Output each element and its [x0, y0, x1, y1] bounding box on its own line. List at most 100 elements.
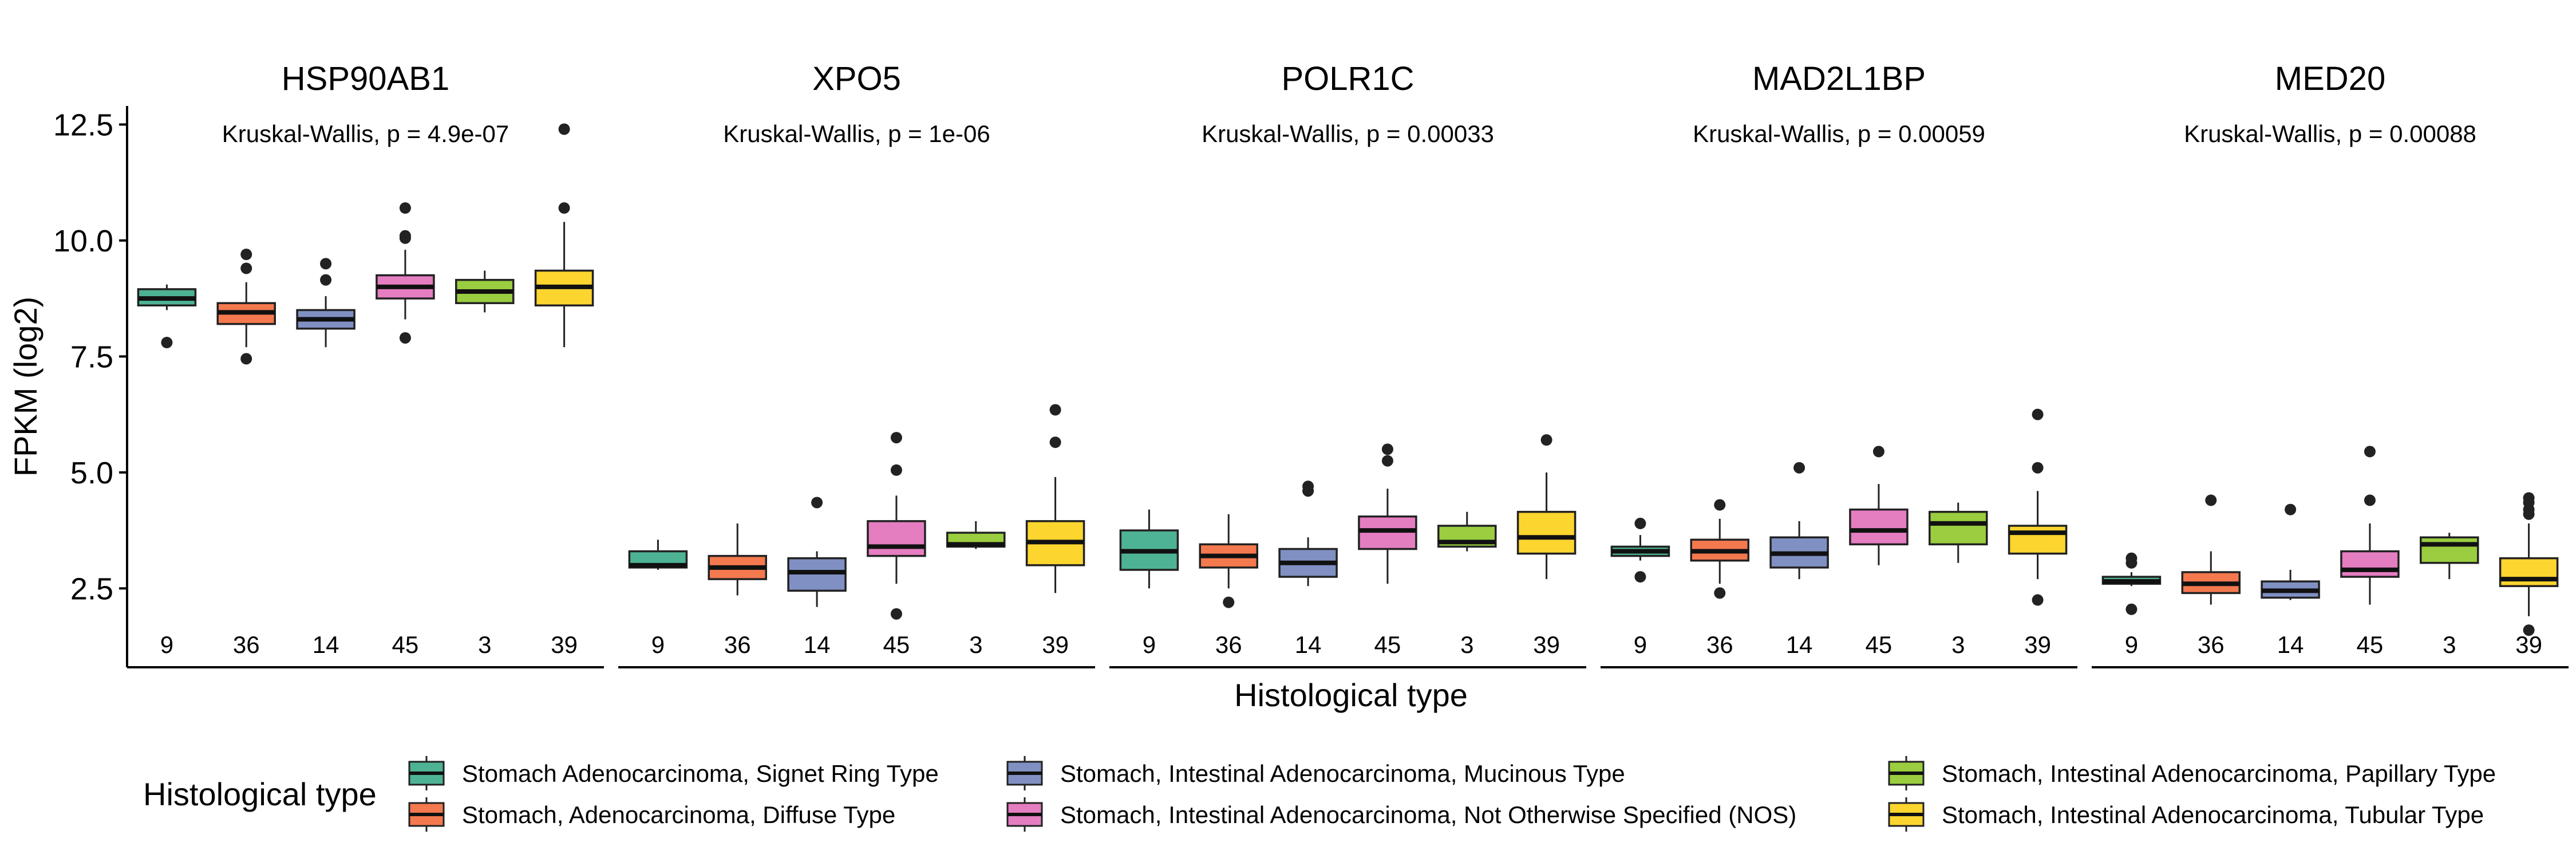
legend-label: Stomach, Intestinal Adenocarcinoma, Tubu… [1942, 801, 2484, 828]
outlier-point [2364, 494, 2376, 506]
outlier-point [1302, 485, 1314, 497]
box [2340, 550, 2400, 578]
panel-title: POLR1C [1281, 60, 1414, 97]
sample-count-label: 14 [1786, 631, 1813, 658]
panel-title: MAD2L1BP [1752, 60, 1926, 97]
outlier-point [1381, 443, 1393, 455]
sample-count-label: 3 [1951, 631, 1965, 658]
sample-count-label: 39 [551, 631, 578, 658]
legend: Histological type Stomach Adenocarcinoma,… [143, 756, 2496, 832]
legend-key [408, 756, 445, 790]
sample-count-label: 45 [1866, 631, 1893, 658]
sample-count-label: 3 [1460, 631, 1473, 658]
box [787, 557, 847, 592]
outlier-point [399, 232, 411, 244]
panel-med20: MED20 Kruskal-Wallis, p = 0.00088 9 36 14 45 3… [2092, 60, 2569, 668]
legend-label: Stomach, Intestinal Adenocarcinoma, Muci… [1060, 760, 1625, 787]
sample-count-label: 9 [651, 631, 665, 658]
outlier-point [1714, 587, 1726, 599]
outlier-point [890, 464, 902, 476]
legend-label: Stomach, Intestinal Adenocarcinoma, Papi… [1942, 760, 2496, 787]
sample-count-label: 45 [392, 631, 419, 658]
sample-count-label: 14 [313, 631, 339, 658]
outlier-point [811, 497, 823, 509]
legend-key [1888, 797, 1925, 832]
panel-title: XPO5 [812, 60, 901, 97]
outlier-point [2364, 446, 2376, 458]
panel-title: HSP90AB1 [282, 60, 449, 97]
box [1516, 510, 1577, 555]
outlier-point [1634, 517, 1646, 529]
outlier-point [2125, 557, 2138, 569]
legend-label: Stomach Adenocarcinoma, Signet Ring Type [462, 760, 939, 787]
panel-mad2l1bp: MAD2L1BP Kruskal-Wallis, p = 0.00059 9 36 14… [1601, 60, 2077, 668]
kruskal-wallis-annotation: Kruskal-Wallis, p = 0.00088 [2184, 120, 2476, 147]
outlier-point [240, 249, 252, 261]
legend-key [1006, 797, 1043, 832]
box [1849, 508, 1909, 546]
sample-count-label: 39 [2515, 631, 2542, 658]
outlier-point [399, 332, 411, 344]
box [867, 520, 926, 557]
outlier-point [1714, 499, 1726, 511]
sample-count-label: 45 [2357, 631, 2384, 658]
outlier-point [890, 608, 902, 620]
outlier-point [161, 337, 173, 349]
outlier-point [1540, 434, 1552, 446]
legend-key [1888, 756, 1925, 790]
sample-count-label: 36 [1215, 631, 1242, 658]
legend-key [1006, 756, 1043, 790]
y-tick-label: 12.5 [53, 108, 113, 142]
sample-count-label: 14 [2277, 631, 2304, 658]
panel-hsp90ab1: HSP90AB1 Kruskal-Wallis, p = 4.9e-07 9 36 14… [127, 60, 604, 668]
box [1929, 510, 1988, 546]
outlier-point [558, 123, 570, 135]
outlier-point [1049, 436, 1061, 448]
outlier-point [1872, 446, 1884, 458]
sample-count-label: 36 [233, 631, 260, 658]
sample-count-label: 45 [883, 631, 910, 658]
box [1358, 515, 1417, 550]
kruskal-wallis-annotation: Kruskal-Wallis, p = 0.00059 [1693, 120, 1985, 147]
outlier-point [2125, 603, 2138, 615]
sample-count-label: 9 [1143, 631, 1156, 658]
legend-label: Stomach, Adenocarcinoma, Diffuse Type [462, 801, 895, 828]
panel-title: MED20 [2275, 60, 2385, 97]
sample-count-label: 39 [1042, 631, 1069, 658]
legend-label: Stomach, Intestinal Adenocarcinoma, Not … [1060, 801, 1796, 828]
sample-count-label: 39 [1533, 631, 1560, 658]
sample-count-label: 14 [804, 631, 831, 658]
outlier-point [1381, 455, 1393, 467]
outlier-point [399, 202, 411, 214]
legend-title: Histological type [143, 776, 377, 812]
outlier-point [2285, 503, 2297, 515]
sample-count-label: 9 [2125, 631, 2138, 658]
x-axis-title: Histological type [1234, 677, 1468, 713]
outlier-point [320, 258, 332, 270]
outlier-point [2523, 624, 2535, 636]
sample-count-label: 36 [2198, 631, 2225, 658]
y-tick-label: 5.0 [70, 456, 113, 490]
panel-xpo5: XPO5 Kruskal-Wallis, p = 1e-06 9 36 14 45 3 39 [618, 60, 1095, 668]
sample-count-label: 45 [1374, 631, 1401, 658]
outlier-point [2205, 494, 2217, 506]
outlier-point [320, 274, 332, 286]
sample-count-label: 3 [969, 631, 982, 658]
box [2008, 525, 2068, 555]
outlier-point [890, 432, 902, 444]
sample-count-label: 3 [478, 631, 491, 658]
kruskal-wallis-annotation: Kruskal-Wallis, p = 4.9e-07 [222, 120, 509, 147]
sample-count-label: 3 [2443, 631, 2456, 658]
outlier-point [1049, 404, 1061, 416]
outlier-point [2032, 408, 2044, 420]
box [2420, 536, 2479, 564]
kruskal-wallis-annotation: Kruskal-Wallis, p = 1e-06 [723, 120, 990, 147]
sample-count-label: 9 [1634, 631, 1647, 658]
outlier-point [240, 353, 252, 365]
panel-polr1c: POLR1C Kruskal-Wallis, p = 0.00033 9 36 14 45… [1109, 60, 1586, 668]
sample-count-label: 39 [2024, 631, 2051, 658]
outlier-point [1793, 462, 1805, 474]
outlier-point [2032, 462, 2044, 474]
outlier-point [1223, 596, 1235, 608]
